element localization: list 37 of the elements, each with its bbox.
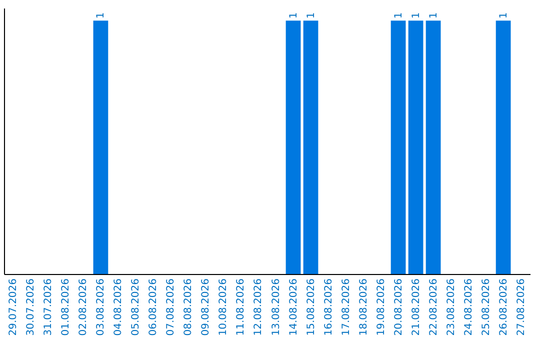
x-tick-label: 26.08.2026 bbox=[498, 278, 510, 336]
x-tick-label: 12.08.2026 bbox=[253, 278, 264, 336]
x-tick-label: 22.08.2026 bbox=[428, 278, 440, 336]
data-label: 1 bbox=[306, 12, 317, 19]
data-label: 1 bbox=[410, 12, 422, 19]
x-tick-label: 14.08.2026 bbox=[288, 278, 300, 336]
x-tick-label: 30.07.2026 bbox=[26, 278, 37, 336]
x-tick-label: 31.07.2026 bbox=[43, 278, 54, 336]
x-tick-label: 07.08.2026 bbox=[166, 278, 177, 336]
x-tick-label: 03.08.2026 bbox=[96, 278, 107, 336]
x-tick-label: 02.08.2026 bbox=[78, 278, 90, 336]
x-tick-label: 08.08.2026 bbox=[183, 278, 194, 336]
x-tick-label: 19.08.2026 bbox=[376, 278, 387, 336]
x-tick-label: 24.08.2026 bbox=[463, 278, 474, 336]
x-tick-label: 16.08.2026 bbox=[323, 278, 334, 336]
x-tick-label: 13.08.2026 bbox=[270, 278, 282, 336]
x-tick-label: 09.08.2026 bbox=[200, 278, 212, 336]
x-tick-label: 21.08.2026 bbox=[410, 278, 422, 336]
x-tick-label: 10.08.2026 bbox=[218, 278, 230, 336]
x-tick-label: 29.07.2026 bbox=[8, 278, 20, 336]
x-tick-label: 15.08.2026 bbox=[306, 278, 317, 336]
x-tick-label: 04.08.2026 bbox=[113, 278, 124, 336]
data-label: 1 bbox=[393, 12, 404, 19]
x-tick-label: 17.08.2026 bbox=[340, 278, 352, 336]
x-tick-label: 20.08.2026 bbox=[393, 278, 404, 336]
data-label: 1 bbox=[288, 12, 300, 19]
x-tick-label: 11.08.2026 bbox=[236, 278, 247, 336]
x-tick-label: 23.08.2026 bbox=[446, 278, 457, 336]
x-tick-label: 25.08.2026 bbox=[480, 278, 492, 336]
x-tick-label: 06.08.2026 bbox=[148, 278, 160, 336]
x-tick-label: 01.08.2026 bbox=[60, 278, 72, 336]
x-tick-label: 27.08.2026 bbox=[516, 278, 527, 336]
data-label: 1 bbox=[498, 12, 510, 19]
data-label: 1 bbox=[428, 12, 440, 19]
x-tick-label: 05.08.2026 bbox=[130, 278, 142, 336]
x-tick-label: 18.08.2026 bbox=[358, 278, 370, 336]
data-label: 1 bbox=[96, 12, 107, 19]
